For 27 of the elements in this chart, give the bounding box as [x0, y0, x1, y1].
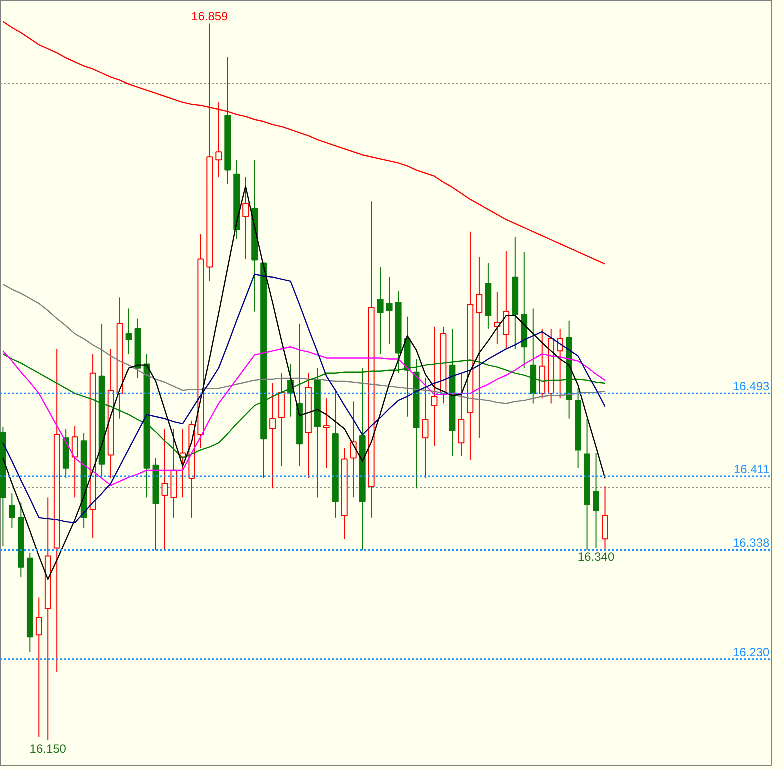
candlestick — [126, 308, 132, 355]
candlestick — [386, 276, 393, 345]
candlestick — [377, 266, 384, 355]
annotation: 16.859 — [192, 10, 229, 24]
ref-line-label: 16.230 — [733, 645, 770, 660]
ref-line-label: 16.493 — [733, 380, 770, 394]
candlestick — [602, 486, 608, 552]
candlestick — [476, 256, 483, 439]
candlestick — [557, 328, 564, 400]
candlestick — [593, 452, 600, 549]
candlestick — [431, 326, 438, 447]
candlestick — [242, 176, 250, 260]
candlestick — [503, 250, 510, 350]
candlestick — [270, 383, 276, 490]
candlestick — [36, 597, 42, 738]
candlestick — [458, 372, 465, 457]
ref-line-label: 16.411 — [734, 462, 770, 476]
candlestick — [162, 428, 168, 551]
candlestick — [72, 425, 78, 498]
candlestick — [323, 398, 330, 469]
annotation: 16.150 — [30, 742, 67, 756]
candlestick — [350, 401, 357, 498]
candlestick — [8, 493, 16, 529]
ref-line-label: 16.338 — [733, 536, 770, 550]
candlestick — [422, 378, 429, 479]
candlestick — [216, 102, 222, 178]
annotation: 16.340 — [578, 550, 615, 564]
